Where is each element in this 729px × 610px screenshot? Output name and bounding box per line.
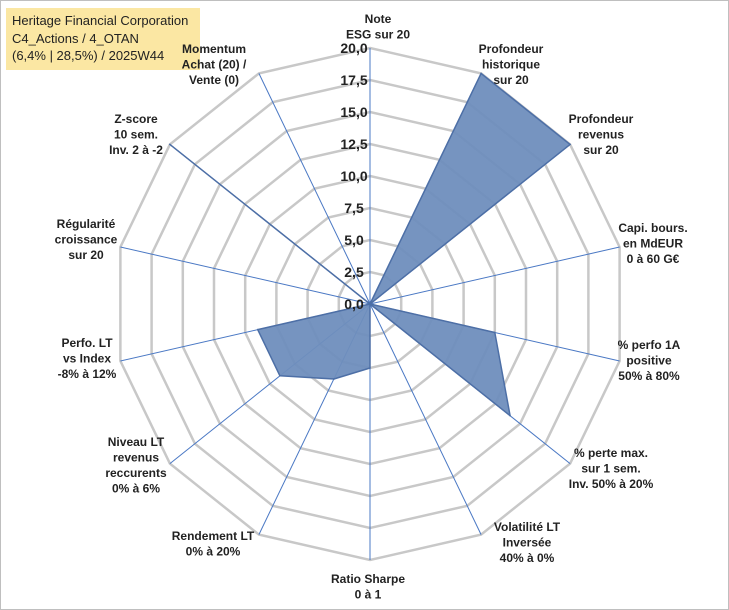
axis-label-13-line-1: Achat (20) / <box>182 58 247 72</box>
axis-label-3-line-1: en MdEUR <box>623 237 683 251</box>
axis-label-6-line-2: 40% à 0% <box>500 551 555 565</box>
axis-label-1-line-2: sur 20 <box>493 73 529 87</box>
series-point-10 <box>256 328 259 331</box>
tick-label-5: 12,5 <box>340 136 367 152</box>
axis-label-10-line-0: Perfo. LT <box>61 336 113 350</box>
series-point-8 <box>333 378 335 380</box>
radar-tick-labels: 0,0 2,5 5,0 7,5 10,0 12,5 15,0 17,5 20,0 <box>340 40 367 312</box>
axis-label-6-line-0: Volatilité LT <box>494 520 561 534</box>
axis-label-3-line-2: 0 à 60 G€ <box>627 252 680 266</box>
axis-label-11-line-2: sur 20 <box>68 248 104 262</box>
spoke-11 <box>120 246 371 305</box>
tick-label-8: 20,0 <box>340 40 367 56</box>
series-point-4 <box>494 331 496 334</box>
series-point-2 <box>569 143 571 146</box>
title-line-company: Heritage Financial Corporation <box>12 13 189 28</box>
axis-label-10-line-2: -8% à 12% <box>58 367 117 381</box>
axis-label-1-line-1: historique <box>482 58 540 72</box>
axis-label-12-line-2: Inv. 2 à -2 <box>109 143 163 157</box>
axis-label-9-line-0: Niveau LT <box>108 435 165 449</box>
title-line-category: C4_Actions / 4_OTAN <box>12 30 139 46</box>
series-point-12 <box>169 143 171 146</box>
axis-label-9-line-1: revenus <box>113 451 159 465</box>
axis-label-10-line-1: vs Index <box>63 352 111 366</box>
radar-series <box>169 72 571 417</box>
axis-label-7-line-1: 0 à 1 <box>355 588 382 602</box>
axis-label-2-line-2: sur 20 <box>583 143 619 157</box>
axis-label-2-line-1: revenus <box>578 128 624 142</box>
axis-label-3-line-0: Capi. bours. <box>618 221 687 235</box>
tick-label-7: 17,5 <box>340 72 367 88</box>
axis-label-11-line-1: croissance <box>55 233 118 247</box>
series-point-5 <box>509 414 511 417</box>
series-point-9 <box>279 375 281 377</box>
axis-label-5-line-1: sur 1 sem. <box>581 462 640 476</box>
tick-label-2: 5,0 <box>344 232 364 248</box>
tick-label-6: 15,0 <box>340 104 367 120</box>
spoke-3 <box>369 246 620 305</box>
axis-label-13-line-0: Momentum <box>182 42 246 56</box>
tick-label-1: 2,5 <box>344 264 364 280</box>
series-point-7 <box>369 367 371 369</box>
axis-label-5-line-0: % perte max. <box>574 446 648 460</box>
spoke-13 <box>258 73 371 305</box>
axis-label-8-line-0: Rendement LT <box>172 529 255 543</box>
chart-title-box: Heritage Financial Corporation C4_Action… <box>6 8 200 70</box>
axis-label-11-line-0: Régularité <box>57 217 116 231</box>
axis-label-4-line-1: positive <box>626 354 672 368</box>
axis-label-7-line-0: Ratio Sharpe <box>331 572 405 586</box>
axis-label-8-line-1: 0% à 20% <box>186 545 241 559</box>
axis-label-4-line-2: 50% à 80% <box>618 369 680 383</box>
axis-label-0-line-1: ESG sur 20 <box>346 28 410 42</box>
axis-label-0-line-0: Note <box>365 12 392 26</box>
axis-label-9-line-2: reccurents <box>105 466 167 480</box>
axis-label-2-line-0: Profondeur <box>569 112 634 126</box>
series-area <box>169 72 571 417</box>
tick-label-3: 7,5 <box>344 200 364 216</box>
series-point-13 <box>369 303 371 305</box>
tick-label-4: 10,0 <box>340 168 367 184</box>
axis-label-1-line-0: Profondeur <box>479 42 544 56</box>
title-line-stats: (6,4% | 28,5%) / 2025W44 <box>12 48 165 63</box>
tick-label-0: 0,0 <box>344 296 364 312</box>
axis-label-5-line-2: Inv. 50% à 20% <box>569 477 654 491</box>
axis-label-12-line-1: 10 sem. <box>114 128 158 142</box>
axis-label-4-line-0: % perfo 1A <box>618 338 681 352</box>
series-point-1 <box>480 72 482 75</box>
axis-label-9-line-3: 0% à 6% <box>112 482 160 496</box>
axis-label-6-line-1: Inversée <box>503 536 552 550</box>
axis-label-13-line-2: Vente (0) <box>189 73 239 87</box>
spoke-6 <box>369 303 482 535</box>
axis-label-12-line-0: Z-score <box>114 112 158 126</box>
